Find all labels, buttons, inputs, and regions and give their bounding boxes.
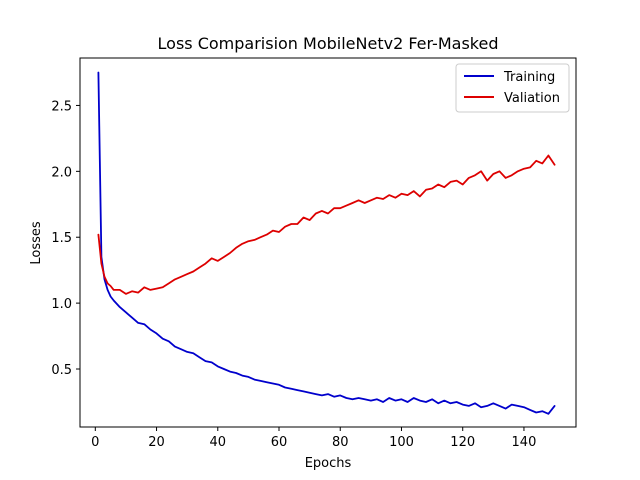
training-loss-line xyxy=(97,71,556,415)
x-tick-label: 0 xyxy=(91,435,99,450)
legend-label-training: Training xyxy=(503,70,555,85)
legend: Training Valiation xyxy=(455,63,570,113)
x-tick-label: 60 xyxy=(271,435,288,450)
y-axis-label: Losses xyxy=(29,221,44,265)
series-lines xyxy=(97,71,556,415)
y-tick-label: 1.0 xyxy=(51,297,72,312)
x-tick-label: 100 xyxy=(389,435,414,450)
y-tick-label: 1.5 xyxy=(51,231,72,246)
chart-title: Loss Comparision MobileNetv2 Fer-Masked xyxy=(158,34,499,53)
y-tick-label: 0.5 xyxy=(51,363,72,378)
plot-area xyxy=(79,57,577,428)
y-tick-label: 2.0 xyxy=(51,165,72,180)
x-tick-label: 80 xyxy=(332,435,349,450)
x-tick-label: 140 xyxy=(512,435,537,450)
x-tick-label: 120 xyxy=(450,435,475,450)
y-axis: 0.5 1.0 1.5 2.0 2.5 xyxy=(51,99,80,378)
validation-loss-line xyxy=(97,154,556,295)
legend-label-validation: Valiation xyxy=(504,91,560,106)
y-tick-label: 2.5 xyxy=(51,99,72,114)
x-axis: 0 20 40 60 80 100 120 140 xyxy=(91,427,536,450)
x-tick-label: 20 xyxy=(148,435,165,450)
x-axis-label: Epochs xyxy=(305,456,352,471)
x-tick-label: 40 xyxy=(210,435,227,450)
